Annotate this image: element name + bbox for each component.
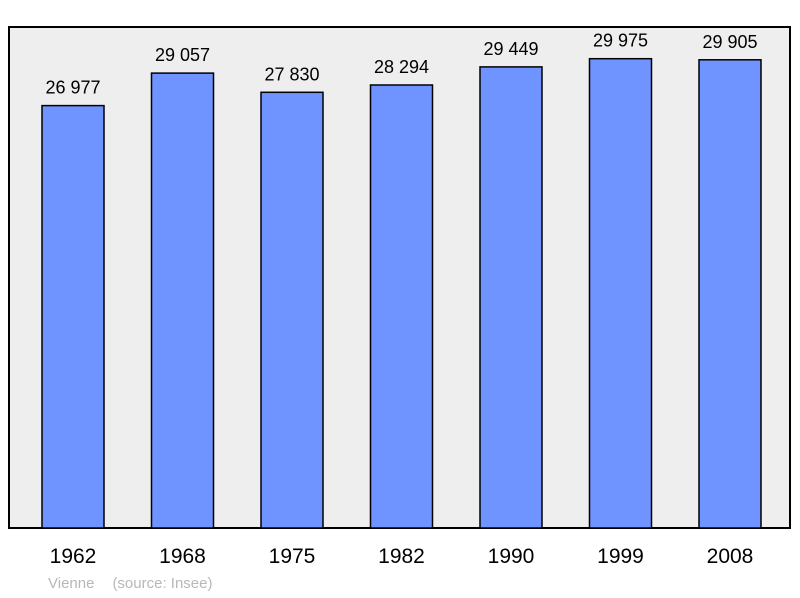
bar-1990 — [479, 66, 543, 529]
bar-1999 — [588, 57, 653, 529]
x-tick-label-1999: 1999 — [597, 545, 644, 568]
x-tick-label-2008: 2008 — [707, 545, 754, 568]
data-label-1982: 28 294 — [374, 57, 429, 77]
x-tick-label-1968: 1968 — [159, 545, 206, 568]
bar-1982 — [369, 84, 434, 529]
x-tick-label-1990: 1990 — [488, 545, 535, 568]
data-labels-group: 26 977 29 057 27 830 28 294 29 449 29 975 29 9… — [45, 31, 757, 98]
x-tick-label-1975: 1975 — [269, 545, 316, 568]
bar-2008 — [698, 59, 762, 529]
caption-place: Vienne — [48, 575, 95, 592]
data-label-1999: 29 975 — [593, 31, 648, 51]
bars-group — [41, 57, 762, 529]
data-label-1990: 29 449 — [483, 39, 538, 59]
data-label-1975: 27 830 — [264, 64, 319, 84]
data-label-2008: 29 905 — [702, 32, 757, 52]
chart-caption: Vienne (source: Insee) — [48, 575, 212, 592]
bar-1968 — [150, 72, 215, 529]
x-tick-label-1962: 1962 — [50, 545, 97, 568]
bar-1975 — [260, 91, 324, 529]
data-label-1962: 26 977 — [45, 78, 100, 98]
x-tick-label-1982: 1982 — [378, 545, 425, 568]
bar-1962 — [41, 104, 105, 529]
caption-source: (source: Insee) — [112, 575, 213, 592]
data-label-1968: 29 057 — [155, 45, 210, 65]
x-tick-labels-group: 1962 1968 1975 1982 1990 1999 2008 — [50, 545, 754, 568]
